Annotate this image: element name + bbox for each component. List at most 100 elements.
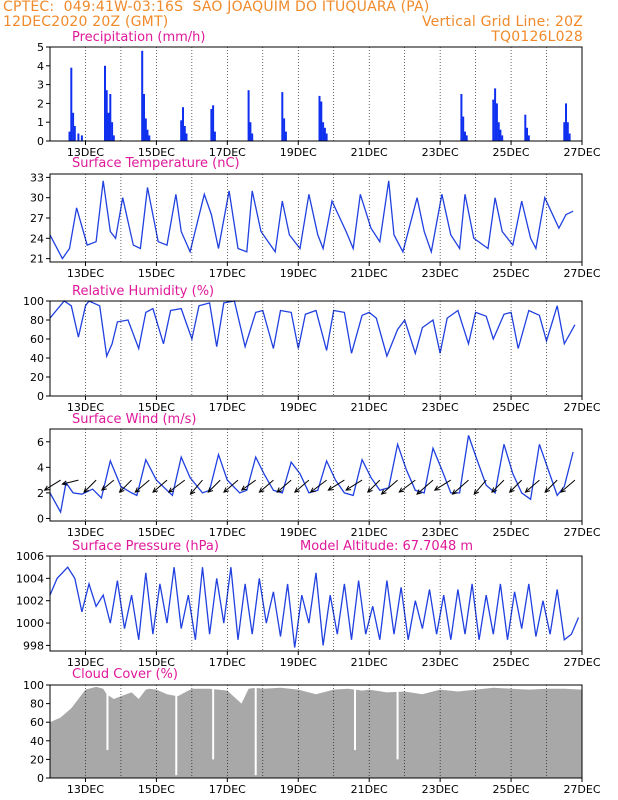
precip-bar xyxy=(212,105,215,141)
wind-vector-head xyxy=(451,489,458,495)
wind-vector-head xyxy=(327,485,334,491)
precip-bar xyxy=(73,126,76,141)
precip-bar xyxy=(465,135,468,141)
precip-bar xyxy=(72,112,75,141)
wind-vector xyxy=(119,479,132,493)
x-tick-label: 25DEC xyxy=(493,526,530,539)
wind-vector xyxy=(223,479,239,493)
wind-vector xyxy=(62,479,79,485)
x-tick-label: 19DEC xyxy=(280,401,317,414)
header-datetime: 12DEC2020 20Z (GMT) xyxy=(3,14,169,30)
precip-bar xyxy=(144,118,147,141)
y-tick-label: 6 xyxy=(37,436,44,449)
precip-bar xyxy=(462,116,465,141)
precip-bar xyxy=(526,127,528,141)
cloud-gap xyxy=(396,685,399,760)
precip-bar xyxy=(104,65,106,141)
x-tick-label: 23DEC xyxy=(422,401,459,414)
x-tick-label: 25DEC xyxy=(493,267,530,280)
panel-frame xyxy=(49,555,583,652)
precip-bar xyxy=(323,127,326,141)
precip-bar xyxy=(566,122,569,141)
wind-vector xyxy=(152,479,168,493)
precip-bar xyxy=(497,122,500,141)
series-line xyxy=(49,300,576,359)
wind-vector-head xyxy=(134,487,141,493)
x-tick-label: 25DEC xyxy=(493,783,530,796)
header-station: CPTEC: 049:41W-03:16S SAO JOAQUIM DO ITU… xyxy=(3,0,430,15)
y-tick-label: 40 xyxy=(30,735,44,748)
x-tick-label: 23DEC xyxy=(422,656,459,669)
cloud-gap xyxy=(354,685,357,751)
panel-frame xyxy=(49,300,583,397)
wind-vector xyxy=(328,479,345,491)
y-tick-label: 1000 xyxy=(16,617,44,630)
y-tick-label: 1006 xyxy=(16,550,44,563)
precip-bar xyxy=(501,135,504,141)
y-tick-label: 27 xyxy=(30,212,44,225)
precip-bar xyxy=(492,99,495,141)
series-line xyxy=(49,566,580,648)
y-tick-label: 60 xyxy=(30,716,44,729)
x-tick-label: 15DEC xyxy=(138,267,175,280)
precip-bar xyxy=(148,135,151,141)
wind-vector-head xyxy=(294,487,300,493)
precip-bar xyxy=(283,118,286,141)
wind-vector xyxy=(294,479,310,493)
x-tick-label: 23DEC xyxy=(422,783,459,796)
precip-bar xyxy=(249,122,252,141)
precip-bar xyxy=(325,133,328,141)
precip-bar xyxy=(499,129,502,141)
wind-vector xyxy=(434,479,452,491)
precip-bar xyxy=(565,103,567,141)
x-tick-label: 15DEC xyxy=(138,656,175,669)
x-tick-label: 13DEC xyxy=(67,146,104,159)
precip-bar xyxy=(563,122,566,141)
header-model-id: TQ0126L028 xyxy=(491,29,583,45)
y-tick-label: 1004 xyxy=(16,572,44,585)
x-tick-label: 21DEC xyxy=(351,783,388,796)
panel-title: Surface Temperature (nC) xyxy=(72,156,240,171)
wind-vector-head xyxy=(100,485,107,491)
wind-vector-head xyxy=(207,487,214,493)
x-tick-label: 23DEC xyxy=(422,146,459,159)
y-tick-label: 100 xyxy=(23,295,44,308)
precip-bar xyxy=(68,131,71,141)
y-tick-label: 80 xyxy=(30,314,44,327)
x-tick-label: 25DEC xyxy=(493,146,530,159)
wind-vector xyxy=(241,479,256,491)
y-tick-label: 0 xyxy=(37,135,44,148)
wind-vector xyxy=(381,479,398,495)
wind-vector-head xyxy=(118,487,125,493)
x-tick-label: 17DEC xyxy=(209,267,246,280)
wind-vector xyxy=(367,479,381,493)
x-tick-label: 13DEC xyxy=(67,526,104,539)
wind-vector-head xyxy=(167,487,174,493)
y-tick-label: 30 xyxy=(30,192,44,205)
y-tick-label: 24 xyxy=(30,232,44,245)
x-tick-label: 21DEC xyxy=(351,526,388,539)
precip-bar xyxy=(524,114,527,141)
cloud-gap xyxy=(175,685,178,776)
y-tick-label: 0 xyxy=(37,512,44,525)
precip-bar xyxy=(284,131,287,141)
panel-title: Relative Humidity (%) xyxy=(72,284,214,299)
precip-bar xyxy=(213,131,216,141)
wind-vector-head xyxy=(398,487,405,493)
x-tick-label: 15DEC xyxy=(138,146,175,159)
precip-bar xyxy=(318,95,321,141)
wind-vector-head xyxy=(345,485,352,491)
wind-vector xyxy=(168,479,186,493)
wind-vector-head xyxy=(61,480,68,486)
x-tick-label: 27DEC xyxy=(563,401,600,414)
precip-bar xyxy=(105,90,108,141)
x-tick-label: 13DEC xyxy=(67,267,104,280)
y-tick-label: 2 xyxy=(37,487,44,500)
panel-frame xyxy=(49,684,583,779)
wind-vector xyxy=(190,479,203,495)
precip-bar xyxy=(495,103,498,141)
x-tick-label: 17DEC xyxy=(209,656,246,669)
y-tick-label: 20 xyxy=(30,753,44,766)
y-tick-label: 1002 xyxy=(16,595,44,608)
